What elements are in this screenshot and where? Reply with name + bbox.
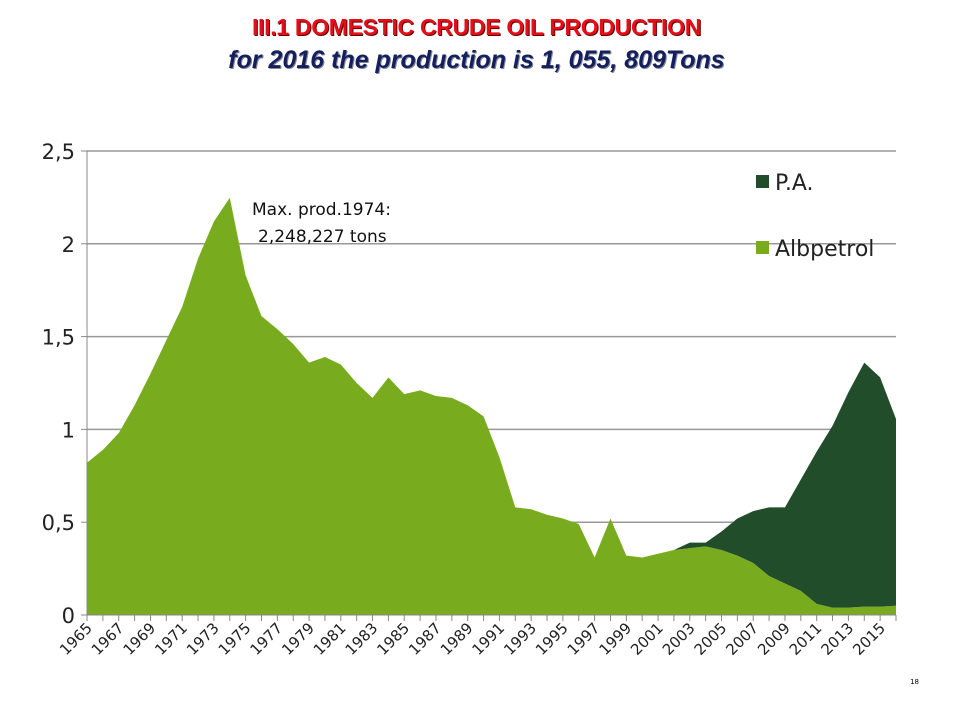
y-tick-label: 0,5 (42, 511, 75, 535)
chart-subtitle: for 2016 the production is 1, 055, 809To… (228, 46, 725, 74)
x-tick-label: 1981 (310, 619, 350, 659)
y-tick-label: 1,5 (42, 326, 75, 350)
x-tick-label: 1997 (564, 619, 604, 659)
x-tick-label: 1987 (405, 619, 445, 659)
x-tick-label: 2009 (754, 619, 794, 659)
page-number: 18 (910, 678, 919, 686)
x-tick-label: 1969 (120, 619, 160, 659)
legend-label: Albpetrol (775, 237, 874, 262)
x-tick-label: 1973 (183, 619, 223, 659)
legend-swatch (756, 241, 769, 254)
y-tick-label: 2,5 (42, 140, 75, 164)
x-tick-label: 1991 (469, 619, 509, 659)
x-tick-label: 2001 (627, 619, 667, 659)
annotation-text: 2,248,227 tons (258, 227, 387, 247)
y-tick-label: 2 (62, 233, 75, 257)
x-tick-label: 1967 (88, 619, 128, 659)
x-tick-label: 1979 (278, 619, 318, 659)
x-tick-label: 1993 (500, 619, 540, 659)
x-tick-label: 2005 (691, 619, 731, 659)
x-tick-label: 2011 (786, 619, 826, 659)
x-tick-label: 2015 (849, 619, 889, 659)
annotation-text: Max. prod.1974: (252, 200, 391, 220)
chart-title: III.1 DOMESTIC CRUDE OIL PRODUCTION (251, 14, 702, 40)
x-tick-label: 1983 (342, 619, 382, 659)
area-pa (87, 197, 896, 608)
x-tick-label: 1977 (246, 619, 286, 659)
x-tick-label: 1989 (437, 619, 477, 659)
x-tick-label: 2003 (659, 619, 699, 659)
x-tick-label: 2013 (818, 619, 858, 659)
legend-label: P.A. (775, 171, 814, 196)
y-tick-label: 1 (62, 418, 75, 442)
x-tick-label: 1985 (373, 619, 413, 659)
y-tick-label: 0 (62, 604, 75, 628)
legend-swatch (756, 175, 769, 188)
x-tick-label: 2007 (722, 619, 762, 659)
x-tick-label: 1999 (595, 619, 635, 659)
x-tick-label: 1995 (532, 619, 572, 659)
area-albpetrol (87, 197, 896, 616)
x-tick-label: 1971 (151, 619, 191, 659)
x-tick-label: 1975 (215, 619, 255, 659)
